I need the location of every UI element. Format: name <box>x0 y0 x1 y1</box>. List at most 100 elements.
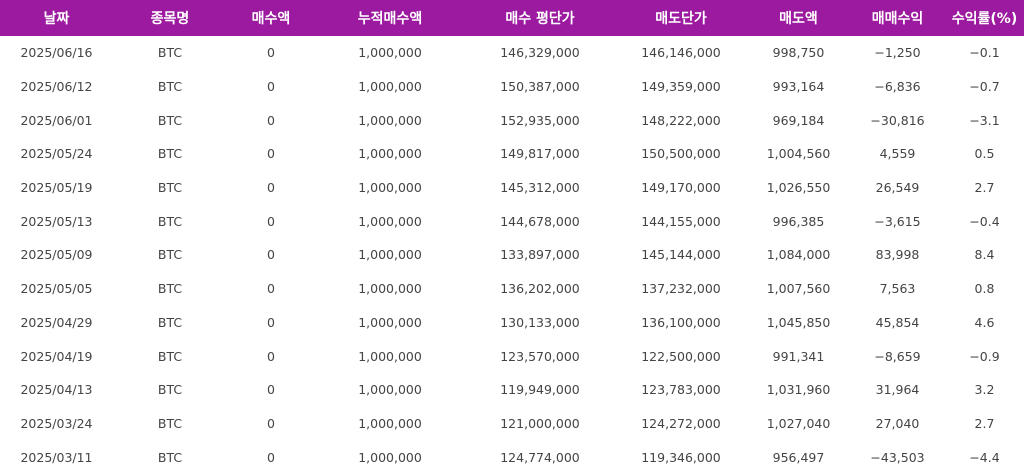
profit-cell: 31,964 <box>875 382 920 398</box>
header-sell-price: 매도단가 <box>655 11 707 27</box>
table-body: 2025/06/16 BTC 0 1,000,000 146,329,000 146,14… <box>0 36 1024 474</box>
return-pct-cell: 2.7 <box>974 415 995 431</box>
header-buy-amount: 매수액 <box>251 11 291 27</box>
ticker-cell: BTC <box>157 415 183 431</box>
ticker-cell: BTC <box>157 314 183 330</box>
cumulative-buy-cell: 1,000,000 <box>358 348 422 364</box>
buy-amount-cell: 0 <box>267 79 275 95</box>
profit-cell: −1,250 <box>874 45 921 61</box>
return-pct-cell: −0.4 <box>969 213 1000 229</box>
table-row: 2025/05/05 BTC 0 1,000,000 136,202,000 137,23… <box>0 272 1024 306</box>
avg-buy-price-cell: 124,774,000 <box>500 449 580 465</box>
table-row: 2025/05/13 BTC 0 1,000,000 144,678,000 144,15… <box>0 204 1024 238</box>
table-row: 2025/05/09 BTC 0 1,000,000 133,897,000 145,14… <box>0 238 1024 272</box>
return-pct-cell: 0.5 <box>974 146 995 162</box>
avg-buy-price-cell: 149,817,000 <box>500 146 580 162</box>
ticker-cell: BTC <box>157 382 183 398</box>
buy-amount-cell: 0 <box>267 348 275 364</box>
profit-cell: −6,836 <box>874 79 921 95</box>
cumulative-buy-cell: 1,000,000 <box>358 146 422 162</box>
return-pct-cell: 4.6 <box>974 314 995 330</box>
table-row: 2025/04/19 BTC 0 1,000,000 123,570,000 122,50… <box>0 339 1024 373</box>
sell-price-cell: 122,500,000 <box>641 348 721 364</box>
return-pct-cell: 0.8 <box>974 281 995 297</box>
sell-amount-cell: 969,184 <box>772 112 825 128</box>
buy-amount-cell: 0 <box>267 180 275 196</box>
cumulative-buy-cell: 1,000,000 <box>358 382 422 398</box>
date-cell: 2025/06/16 <box>20 45 93 61</box>
ticker-cell: BTC <box>157 79 183 95</box>
date-cell: 2025/05/19 <box>20 180 93 196</box>
date-cell: 2025/06/01 <box>20 112 93 128</box>
sell-price-cell: 148,222,000 <box>641 112 721 128</box>
table-row: 2025/03/24 BTC 0 1,000,000 121,000,000 124,27… <box>0 407 1024 441</box>
ticker-cell: BTC <box>157 45 183 61</box>
sell-amount-cell: 993,164 <box>772 79 825 95</box>
date-cell: 2025/05/05 <box>20 281 93 297</box>
header-profit: 매매수익 <box>871 11 924 27</box>
date-cell: 2025/03/11 <box>20 449 93 465</box>
ticker-cell: BTC <box>157 247 183 263</box>
avg-buy-price-cell: 150,387,000 <box>500 79 580 95</box>
table-row: 2025/06/16 BTC 0 1,000,000 146,329,000 146,14… <box>0 36 1024 70</box>
date-cell: 2025/05/09 <box>20 247 93 263</box>
header-cumulative-buy: 누적매수액 <box>357 11 423 27</box>
buy-amount-cell: 0 <box>267 112 275 128</box>
date-cell: 2025/05/24 <box>20 146 93 162</box>
sell-amount-cell: 1,045,850 <box>766 314 831 330</box>
buy-amount-cell: 0 <box>267 281 275 297</box>
sell-amount-cell: 956,497 <box>772 449 825 465</box>
cumulative-buy-cell: 1,000,000 <box>358 314 422 330</box>
cumulative-buy-cell: 1,000,000 <box>358 79 422 95</box>
return-pct-cell: −0.1 <box>969 45 1000 61</box>
sell-price-cell: 124,272,000 <box>641 415 721 431</box>
profit-cell: 7,563 <box>879 281 916 297</box>
profit-cell: −8,659 <box>874 348 921 364</box>
avg-buy-price-cell: 136,202,000 <box>500 281 580 297</box>
return-pct-cell: −4.4 <box>969 449 1000 465</box>
buy-amount-cell: 0 <box>267 449 275 465</box>
sell-price-cell: 150,500,000 <box>641 146 721 162</box>
sell-price-cell: 149,359,000 <box>641 79 721 95</box>
cumulative-buy-cell: 1,000,000 <box>358 415 422 431</box>
date-cell: 2025/04/29 <box>20 314 93 330</box>
sell-price-cell: 123,783,000 <box>641 382 721 398</box>
cumulative-buy-cell: 1,000,000 <box>358 281 422 297</box>
avg-buy-price-cell: 145,312,000 <box>500 180 580 196</box>
avg-buy-price-cell: 144,678,000 <box>500 213 580 229</box>
buy-amount-cell: 0 <box>267 45 275 61</box>
avg-buy-price-cell: 152,935,000 <box>500 112 580 128</box>
table-row: 2025/06/12 BTC 0 1,000,000 150,387,000 149,35… <box>0 70 1024 104</box>
header-sell-amount: 매도액 <box>779 11 818 27</box>
sell-amount-cell: 1,027,040 <box>766 415 831 431</box>
return-pct-cell: −0.7 <box>969 79 1000 95</box>
profit-cell: −3,615 <box>874 213 921 229</box>
buy-amount-cell: 0 <box>267 314 275 330</box>
ticker-cell: BTC <box>157 281 183 297</box>
return-pct-cell: 2.7 <box>974 180 995 196</box>
sell-price-cell: 144,155,000 <box>641 213 721 229</box>
sell-price-cell: 149,170,000 <box>641 180 721 196</box>
date-cell: 2025/04/19 <box>20 348 93 364</box>
profit-cell: 27,040 <box>875 415 920 431</box>
return-pct-cell: 8.4 <box>974 247 995 263</box>
ticker-cell: BTC <box>157 180 183 196</box>
cumulative-buy-cell: 1,000,000 <box>358 449 422 465</box>
ticker-cell: BTC <box>157 112 183 128</box>
profit-cell: 45,854 <box>875 314 920 330</box>
buy-amount-cell: 0 <box>267 213 275 229</box>
cumulative-buy-cell: 1,000,000 <box>358 45 422 61</box>
date-cell: 2025/06/12 <box>20 79 93 95</box>
header-avg-buy-price: 매수 평단가 <box>505 11 575 27</box>
ticker-cell: BTC <box>157 213 183 229</box>
sell-price-cell: 137,232,000 <box>641 281 721 297</box>
header-row: 날짜 종목명 매수액 누적매수액 매수 평단가 매도단가 매도액 매매수익 수익… <box>0 0 1024 36</box>
sell-price-cell: 136,100,000 <box>641 314 721 330</box>
sell-amount-cell: 996,385 <box>772 213 825 229</box>
header-return-pct: 수익률(%) <box>951 11 1018 27</box>
profit-cell: 26,549 <box>875 180 920 196</box>
sell-amount-cell: 1,007,560 <box>766 281 831 297</box>
avg-buy-price-cell: 130,133,000 <box>500 314 580 330</box>
buy-amount-cell: 0 <box>267 146 275 162</box>
